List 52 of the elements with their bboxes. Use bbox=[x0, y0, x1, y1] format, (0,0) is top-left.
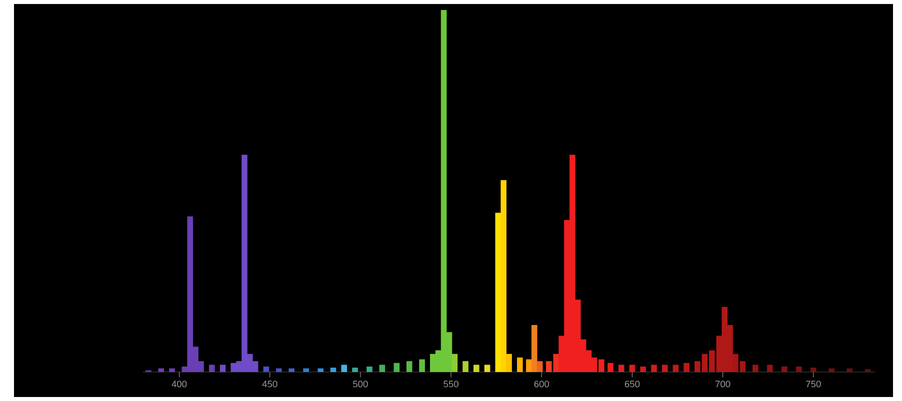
bar bbox=[452, 354, 458, 372]
bar bbox=[640, 366, 646, 372]
bar bbox=[536, 361, 543, 372]
bar bbox=[672, 364, 679, 372]
bar bbox=[608, 362, 614, 372]
bar bbox=[406, 361, 412, 372]
x-tick-label: 550 bbox=[444, 380, 458, 388]
bar bbox=[318, 368, 324, 372]
bar bbox=[782, 366, 788, 372]
bar bbox=[526, 359, 532, 372]
bar bbox=[864, 369, 871, 372]
bar bbox=[379, 364, 386, 372]
bar bbox=[169, 368, 175, 372]
bar bbox=[352, 368, 358, 372]
bar bbox=[276, 368, 282, 372]
bar bbox=[553, 354, 560, 372]
bar bbox=[484, 364, 490, 372]
bar bbox=[288, 368, 294, 372]
bar bbox=[618, 364, 624, 372]
bar bbox=[419, 359, 425, 372]
bar bbox=[767, 364, 773, 372]
bar bbox=[796, 366, 802, 372]
bar bbox=[473, 364, 480, 372]
bar bbox=[629, 364, 636, 372]
bar bbox=[330, 368, 336, 372]
bar bbox=[394, 362, 400, 372]
bar bbox=[516, 358, 523, 372]
bar bbox=[462, 361, 468, 372]
bar bbox=[341, 364, 348, 372]
bar bbox=[366, 366, 372, 372]
bar bbox=[208, 364, 215, 372]
bar bbox=[546, 361, 552, 372]
bar bbox=[662, 364, 668, 372]
bar bbox=[506, 354, 512, 372]
bar bbox=[220, 364, 226, 372]
bar bbox=[263, 366, 270, 372]
bar bbox=[828, 368, 834, 372]
bar bbox=[303, 368, 309, 372]
bar bbox=[810, 368, 816, 372]
x-tick-label: 650 bbox=[624, 380, 640, 388]
x-tick-label: 400 bbox=[172, 380, 187, 388]
bar bbox=[651, 364, 657, 372]
x-tick-label: 600 bbox=[534, 380, 550, 388]
bar bbox=[684, 362, 690, 372]
bar bbox=[846, 368, 853, 372]
x-tick-label: 500 bbox=[353, 380, 368, 388]
x-tick-label: 700 bbox=[716, 380, 730, 388]
x-tick-label: 750 bbox=[806, 380, 821, 388]
bar bbox=[752, 364, 758, 372]
bar bbox=[158, 368, 164, 372]
x-tick-label: 450 bbox=[262, 380, 278, 388]
bar bbox=[531, 324, 538, 372]
